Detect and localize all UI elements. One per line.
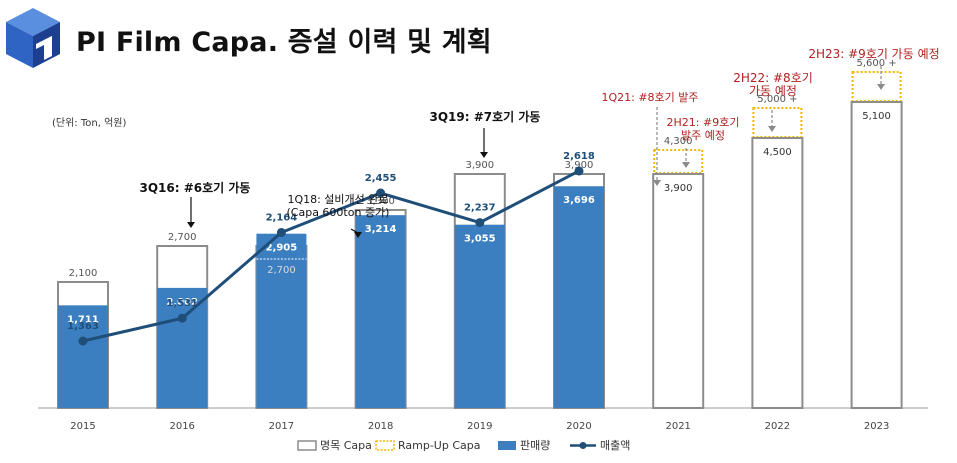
unit-note: (단위: Ton, 억원) bbox=[52, 118, 127, 129]
revenue-point bbox=[276, 227, 286, 237]
annotation-text: (Capa 600ton 증가) bbox=[287, 206, 390, 219]
legend-swatch-sales bbox=[498, 441, 516, 450]
x-tick-label: 2022 bbox=[765, 421, 790, 432]
x-tick-label: 2023 bbox=[864, 421, 889, 432]
legend-label: Ramp-Up Capa bbox=[398, 439, 480, 452]
x-tick-label: 2018 bbox=[368, 421, 393, 432]
legend-swatch-rampup bbox=[375, 440, 395, 451]
annotation-text: 2H23: #9호기 가동 예정 bbox=[808, 47, 939, 61]
annotation-text: 2H22: #8호기 bbox=[733, 71, 813, 85]
annotation-text: 3Q16: #6호기 가동 bbox=[140, 180, 251, 195]
revenue-point bbox=[475, 218, 485, 228]
legend-swatch-revenue-point bbox=[579, 442, 587, 449]
rampup-capa-label: 4,300 bbox=[664, 136, 693, 147]
rampup-capa-label: 5,000 + bbox=[757, 94, 797, 105]
nominal-capa-label: 4,500 bbox=[763, 147, 792, 158]
revenue-label: 1,531 bbox=[166, 298, 198, 309]
annotation-arrowhead bbox=[768, 126, 776, 132]
sales-bar bbox=[454, 224, 505, 408]
annotation-text: 1Q21: #8호기 발주 bbox=[601, 91, 698, 104]
rampup-capa-bar bbox=[653, 149, 704, 174]
annotation-arrowhead bbox=[877, 84, 885, 90]
rampup-capa-bar bbox=[752, 107, 803, 138]
revenue-label: 2,618 bbox=[563, 151, 595, 162]
nominal-capa-label: 2,700 bbox=[168, 232, 197, 243]
rampup-capa-bar bbox=[851, 71, 902, 102]
rampup-capa-label: 5,600 + bbox=[857, 58, 897, 69]
sales-bar bbox=[58, 305, 108, 408]
revenue-label: 2,455 bbox=[365, 173, 397, 184]
revenue-point bbox=[78, 336, 88, 346]
annotation-arrowhead bbox=[354, 232, 362, 238]
revenue-line bbox=[82, 169, 580, 343]
sales-label: 3,696 bbox=[563, 195, 595, 206]
nominal-capa-label: 3,900 bbox=[664, 183, 693, 194]
sales-label: 2,002 bbox=[166, 297, 198, 308]
annotation-text: 3Q19: #7호기 가동 bbox=[430, 109, 541, 124]
sales-label: 3,055 bbox=[464, 234, 496, 245]
nominal-capa-label: 3,900 bbox=[465, 160, 494, 171]
legend-label: 매출액 bbox=[600, 439, 630, 452]
sales-label: 3,214 bbox=[365, 224, 397, 235]
nominal-capa-bar bbox=[751, 137, 804, 409]
x-tick-label: 2017 bbox=[269, 421, 294, 432]
nominal-capa-bar bbox=[850, 101, 903, 409]
x-tick-label: 2016 bbox=[169, 421, 194, 432]
sales-bar bbox=[157, 287, 208, 408]
annotation-text: 가동 예정 bbox=[749, 84, 797, 98]
sales-bar bbox=[355, 215, 406, 408]
nominal-capa-label: 3,900 bbox=[565, 160, 594, 171]
x-tick-label: 2019 bbox=[467, 421, 492, 432]
annotation-text: 발주 예정 bbox=[681, 129, 725, 142]
sales-bar bbox=[256, 233, 307, 408]
nominal-capa-label: 2,100 bbox=[69, 268, 98, 279]
sales-bar bbox=[554, 186, 604, 408]
sales-label: 2,905 bbox=[266, 243, 298, 254]
revenue-label: 2,237 bbox=[464, 203, 496, 214]
nominal-capa-label: 3,300 bbox=[366, 196, 395, 207]
x-tick-label: 2015 bbox=[70, 421, 95, 432]
revenue-label: 1,363 bbox=[67, 321, 99, 332]
legend-label: 판매량 bbox=[520, 439, 550, 452]
annotation-text: 1Q18: 설비개선 완료 bbox=[287, 193, 388, 206]
annotation-arrowhead bbox=[480, 152, 488, 158]
nominal-capa-bar bbox=[652, 173, 705, 409]
x-tick-label: 2020 bbox=[566, 421, 591, 432]
annotation-arrowhead bbox=[682, 162, 690, 168]
revenue-point bbox=[376, 188, 386, 198]
page-title: PI Film Capa. 증설 이력 및 계획 bbox=[76, 27, 492, 58]
x-tick-label: 2021 bbox=[665, 421, 690, 432]
annotation-arrowhead bbox=[187, 222, 195, 228]
cube-logo-icon bbox=[6, 8, 60, 68]
revenue-point bbox=[574, 166, 584, 176]
revenue-point bbox=[177, 313, 187, 323]
revenue-label: 2,164 bbox=[266, 212, 298, 223]
annotation-text: 2H21: #9호기 bbox=[667, 116, 740, 129]
annotation-arrowhead bbox=[653, 180, 661, 186]
nominal-capa-label: 5,100 bbox=[862, 111, 891, 122]
nominal-capa-label: 2,700 bbox=[267, 265, 296, 276]
legend-swatch-capa bbox=[297, 440, 317, 451]
sales-label: 1,711 bbox=[67, 314, 99, 325]
legend-label: 명목 Capa bbox=[320, 439, 372, 452]
